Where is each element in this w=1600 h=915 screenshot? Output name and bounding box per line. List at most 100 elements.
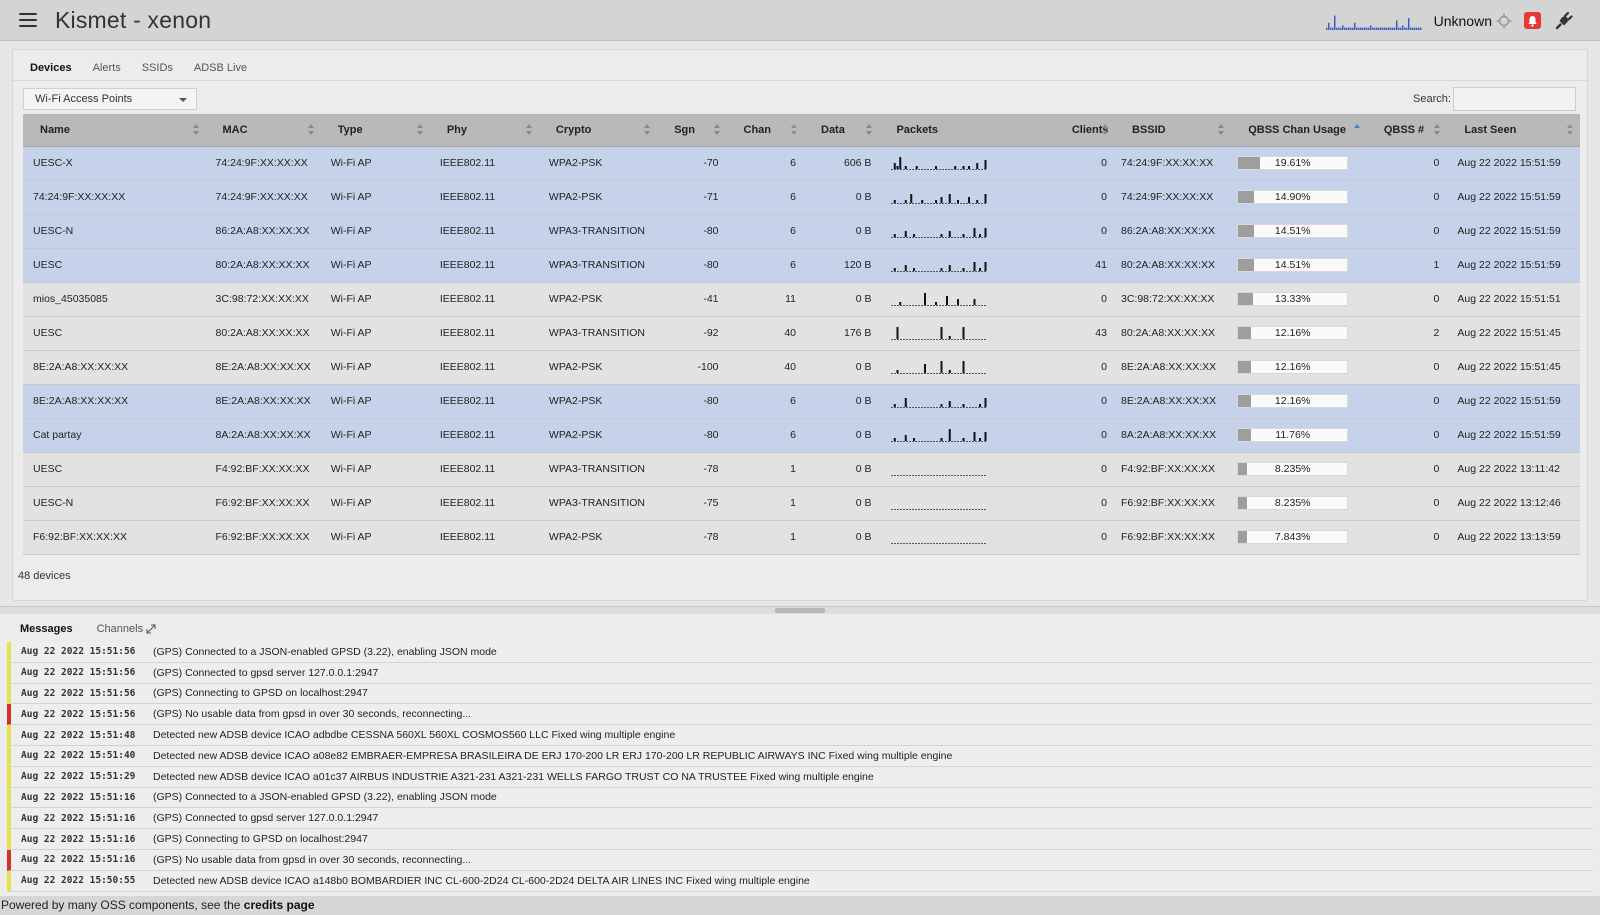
- panel-splitter[interactable]: [0, 606, 1600, 614]
- gps-status[interactable]: Unknown: [1433, 12, 1492, 29]
- column-header-last-seen[interactable]: Last Seen: [1447, 114, 1580, 147]
- cell-packets: [879, 452, 1055, 487]
- message-text: (GPS) Connected to gpsd server 127.0.0.1…: [153, 812, 379, 825]
- cell-crypto: WPA2-PSK: [538, 384, 658, 419]
- messages-tabs: Messages Channels: [20, 623, 180, 635]
- cell-bssid: 86:2A:A8:XX:XX:XX: [1114, 214, 1232, 249]
- sparkline-bar: [1353, 22, 1356, 30]
- table-row[interactable]: F6:92:BF:XX:XX:XX F6:92:BF:XX:XX:XX Wi-Fi …: [23, 520, 1580, 555]
- cell-clients: 0: [1054, 520, 1115, 555]
- table-row[interactable]: 8E:2A:A8:XX:XX:XX 8E:2A:A8:XX:XX:XX Wi-Fi …: [23, 350, 1580, 385]
- device-view-select[interactable]: Wi-Fi Access Points: [23, 88, 197, 110]
- sparkline-bar: [1361, 27, 1364, 30]
- sparkline-bar: [1367, 27, 1370, 30]
- splitter-handle[interactable]: [775, 608, 825, 613]
- message-time: Aug 22 2022 15:50:55: [21, 875, 136, 887]
- column-header-qbss[interactable]: QBSS Chan Usage: [1231, 114, 1367, 147]
- messages-panel: Messages Channels Aug 22 2022 15:51:56 (G…: [0, 614, 1600, 896]
- column-header-mac[interactable]: MAC: [205, 114, 321, 147]
- tab-channels[interactable]: Channels: [97, 623, 156, 635]
- cell-mac: F4:92:BF:XX:XX:XX: [205, 452, 321, 487]
- bell-alert-icon[interactable]: [1524, 12, 1541, 29]
- cell-phy: IEEE802.11: [429, 214, 539, 249]
- plug-icon[interactable]: [1554, 11, 1574, 31]
- tab-alerts[interactable]: Alerts: [92, 62, 121, 74]
- sparkline-bar: [984, 194, 987, 203]
- column-header-qbss-num[interactable]: QBSS #: [1366, 114, 1448, 147]
- column-header-sgn[interactable]: Sgn: [657, 114, 727, 147]
- column-header-packets[interactable]: Packets: [879, 114, 1055, 147]
- sparkline-bar: [940, 234, 943, 237]
- cell-last-seen: Aug 22 2022 15:51:59: [1447, 146, 1580, 181]
- cell-name: UESC: [23, 316, 206, 351]
- sparkline-bar: [973, 262, 976, 271]
- sparkline-bar: [940, 404, 943, 407]
- column-header-label: Sgn: [674, 123, 695, 136]
- column-header-data[interactable]: Data: [804, 114, 880, 147]
- tab-messages[interactable]: Messages: [20, 623, 73, 635]
- tab-ssids[interactable]: SSIDs: [141, 62, 173, 74]
- sparkline-bar: [1343, 27, 1346, 30]
- table-row[interactable]: UESC 80:2A:A8:XX:XX:XX Wi-Fi AP IEEE802.11 W…: [23, 316, 1580, 351]
- cell-clients: 0: [1054, 350, 1115, 385]
- sparkline-bar: [913, 234, 916, 237]
- message-time: Aug 22 2022 15:51:16: [21, 812, 136, 824]
- sparkline-bar: [1381, 27, 1384, 30]
- qbss-usage-fill: [1238, 225, 1255, 237]
- cell-type: Wi-Fi AP: [320, 214, 430, 249]
- column-header-phy[interactable]: Phy: [429, 114, 539, 147]
- table-row[interactable]: 8E:2A:A8:XX:XX:XX 8E:2A:A8:XX:XX:XX Wi-Fi …: [23, 384, 1580, 419]
- column-header-label: Crypto: [555, 123, 592, 136]
- column-header-crypto[interactable]: Crypto: [538, 114, 658, 147]
- table-row[interactable]: UESC F4:92:BF:XX:XX:XX Wi-Fi AP IEEE802.11 W…: [23, 452, 1580, 487]
- sort-icon: [1434, 124, 1441, 136]
- cell-qbss-usage: 13.33%: [1231, 282, 1367, 317]
- cell-data: 176 B: [804, 316, 880, 351]
- table-row[interactable]: Cat partay 8A:2A:A8:XX:XX:XX Wi-Fi AP IEEE8…: [23, 418, 1580, 453]
- table-row[interactable]: UESC-X 74:24:9F:XX:XX:XX Wi-Fi AP IEEE802.1…: [23, 146, 1580, 181]
- cell-phy: IEEE802.11: [429, 282, 539, 317]
- column-header-chan[interactable]: Chan: [726, 114, 804, 147]
- table-row[interactable]: UESC-N 86:2A:A8:XX:XX:XX Wi-Fi AP IEEE802.1…: [23, 214, 1580, 249]
- qbss-usage-fill: [1238, 191, 1255, 203]
- crosshair-icon[interactable]: [1496, 13, 1512, 29]
- cell-qbss-usage: 12.16%: [1231, 350, 1367, 385]
- qbss-usage-label: 14.51%: [1274, 259, 1311, 271]
- packets-sparkline: [891, 543, 988, 544]
- column-header-type[interactable]: Type: [320, 114, 430, 147]
- qbss-usage-label: 11.76%: [1275, 429, 1311, 441]
- credits-link[interactable]: credits page: [243, 898, 315, 912]
- qbss-usage-bar: 14.51%: [1237, 258, 1349, 272]
- table-row[interactable]: UESC 80:2A:A8:XX:XX:XX Wi-Fi AP IEEE802.11 W…: [23, 248, 1580, 283]
- sparkline-bar: [935, 200, 938, 203]
- sparkline-bar: [984, 432, 987, 441]
- tab-adsb-live[interactable]: ADSB Live: [193, 62, 248, 74]
- column-header-clients[interactable]: Clients: [1054, 114, 1115, 147]
- message-row: Aug 22 2022 15:51:56 (GPS) Connected to a…: [7, 642, 1593, 663]
- table-row[interactable]: UESC-N F6:92:BF:XX:XX:XX Wi-Fi AP IEEE802.1…: [23, 486, 1580, 521]
- table-row[interactable]: 74:24:9F:XX:XX:XX 74:24:9F:XX:XX:XX Wi-Fi …: [23, 180, 1580, 215]
- table-row[interactable]: mios_45035085 3C:98:72:XX:XX:XX Wi-Fi AP IE…: [23, 282, 1580, 317]
- devices-table: Name MAC Type Phy Crypto Sgn Chan Data Packets Cl…: [23, 114, 1580, 555]
- qbss-usage-bar: 19.61%: [1237, 156, 1349, 170]
- tab-devices[interactable]: Devices: [30, 62, 72, 74]
- column-header-bssid[interactable]: BSSID: [1114, 114, 1232, 147]
- cell-qbss-usage: 8.235%: [1231, 486, 1367, 521]
- sparkline-bar: [910, 194, 913, 203]
- expand-icon[interactable]: [146, 624, 156, 634]
- cell-channel: 6: [726, 248, 804, 283]
- cell-mac: 80:2A:A8:XX:XX:XX: [205, 316, 321, 351]
- chevron-down-icon: [179, 98, 187, 102]
- cell-signal: -80: [657, 214, 727, 249]
- sparkline-bar: [1327, 22, 1330, 30]
- cell-qbss-count: 0: [1366, 452, 1448, 487]
- hamburger-menu-icon[interactable]: [19, 13, 37, 27]
- packet-rate-sparkline[interactable]: [1325, 10, 1422, 32]
- column-header-name[interactable]: Name: [23, 114, 206, 147]
- cell-data: 0 B: [804, 282, 880, 317]
- message-text: Detected new ADSB device ICAO a01c37 AIR…: [153, 770, 874, 783]
- search-input[interactable]: [1453, 87, 1576, 111]
- sparkline-bar: [1335, 27, 1338, 30]
- qbss-usage-bar: 7.843%: [1237, 530, 1349, 544]
- cell-bssid: 8A:2A:A8:XX:XX:XX: [1114, 418, 1232, 453]
